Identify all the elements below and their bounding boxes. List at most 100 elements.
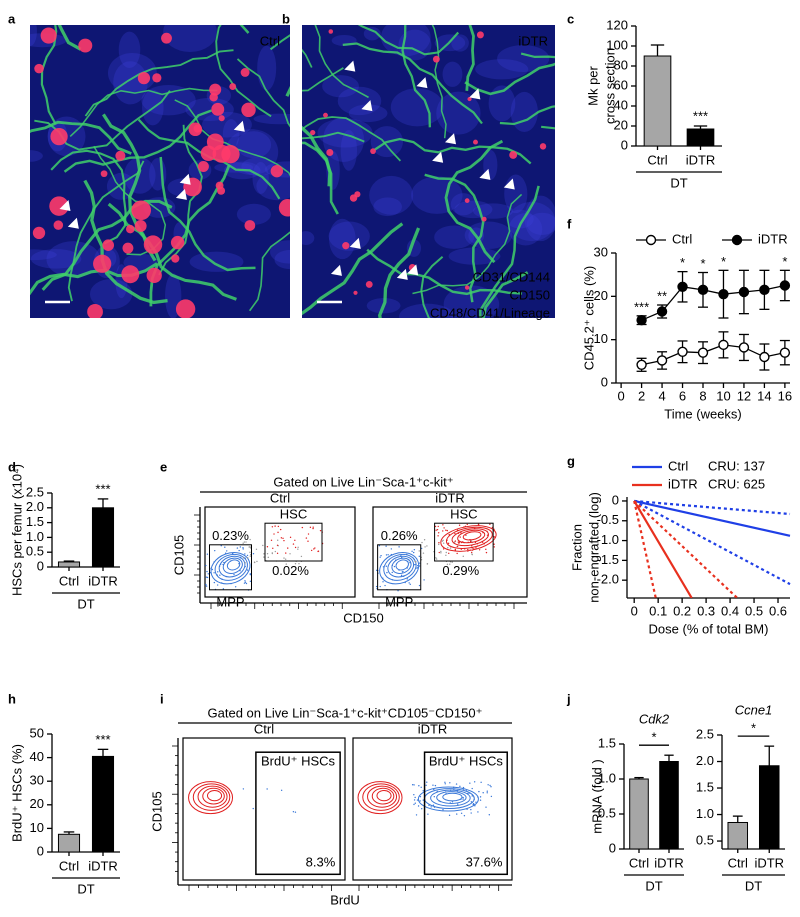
event — [277, 539, 279, 541]
cell — [121, 265, 140, 284]
y-axis-label: mRNA (fold ) — [589, 759, 604, 833]
vessel — [464, 62, 555, 96]
blue-signal — [30, 249, 82, 269]
blue-signal — [475, 59, 529, 80]
event — [447, 542, 450, 545]
event — [463, 548, 466, 550]
blue-signal — [225, 129, 279, 176]
gate — [423, 751, 508, 876]
event — [458, 542, 460, 544]
blue-signal — [252, 161, 269, 194]
event — [433, 796, 435, 798]
plot-label: iDTR — [418, 721, 448, 736]
blue-signal — [472, 203, 514, 219]
event — [421, 541, 423, 544]
marker — [677, 281, 688, 292]
event — [266, 546, 269, 548]
cell — [464, 285, 470, 290]
gate — [255, 751, 341, 876]
event — [442, 524, 444, 526]
event — [438, 800, 440, 802]
event — [463, 815, 466, 817]
event — [409, 561, 411, 564]
event — [476, 543, 479, 545]
event — [412, 551, 415, 554]
y-tick-label: 80 — [614, 57, 628, 72]
channel-label: CD150 — [510, 287, 550, 302]
plot-frame — [372, 506, 528, 598]
channel-label: CD48/CD41/Lineage — [430, 305, 550, 320]
y-tick-label: 0 — [601, 374, 608, 389]
arrowhead — [396, 268, 408, 280]
marker — [697, 284, 709, 296]
y-tick-label: 0 — [37, 843, 44, 858]
event — [444, 783, 446, 785]
x-tick-label: Ctrl — [59, 573, 79, 588]
event — [294, 563, 297, 565]
blue-signal — [189, 251, 244, 272]
event — [485, 548, 487, 551]
event — [219, 574, 221, 576]
contour — [445, 526, 493, 549]
legend-label: Ctrl — [668, 458, 688, 473]
event — [231, 552, 234, 555]
arrowhead — [59, 199, 71, 211]
event — [460, 548, 463, 550]
event — [466, 808, 468, 810]
y-tick-label: 50 — [30, 725, 44, 740]
event — [478, 790, 480, 793]
event — [406, 578, 408, 580]
event — [453, 786, 455, 789]
event — [307, 533, 310, 535]
event — [246, 569, 249, 571]
event — [462, 786, 465, 789]
event — [468, 792, 471, 794]
event — [470, 808, 472, 811]
blue-signal — [118, 31, 141, 69]
event — [445, 554, 447, 556]
marker — [718, 288, 729, 300]
event — [317, 550, 319, 553]
event — [441, 540, 444, 542]
gate-label: HSC — [280, 507, 307, 522]
event — [297, 546, 299, 548]
y-tick-label: 1.0 — [598, 770, 616, 785]
event — [382, 581, 384, 583]
event — [379, 585, 381, 588]
event — [419, 795, 422, 798]
significance: *** — [693, 108, 708, 123]
vessel — [378, 227, 421, 318]
event — [467, 541, 469, 543]
annotation: CRU: 137 — [708, 458, 765, 473]
event — [285, 563, 287, 565]
event — [440, 550, 442, 553]
cell — [476, 31, 484, 39]
event — [469, 782, 471, 784]
x-tick-label: Ctrl — [647, 152, 667, 167]
event — [430, 806, 432, 808]
x-tick-label: 8 — [699, 388, 706, 403]
event — [425, 784, 427, 786]
event — [432, 784, 434, 786]
event — [413, 548, 416, 551]
event — [242, 547, 244, 549]
event — [242, 548, 244, 550]
event — [417, 564, 419, 567]
event — [456, 529, 459, 531]
cell — [323, 112, 328, 118]
panel-letter: j — [566, 691, 571, 706]
event — [417, 805, 420, 807]
blue-signal — [124, 157, 156, 194]
event — [448, 552, 450, 555]
blue-signal — [163, 25, 217, 52]
gate-label: BrdU⁺ HSCs — [261, 754, 336, 769]
gate-label: BrdU⁺ HSCs — [429, 754, 504, 769]
contour — [362, 783, 400, 811]
event — [294, 546, 297, 549]
event — [437, 532, 440, 534]
event — [473, 781, 476, 783]
group-label: DT — [77, 596, 94, 611]
y-tick-label: 0 — [37, 558, 44, 573]
cell — [353, 290, 358, 295]
x-tick-label: 12 — [737, 388, 751, 403]
